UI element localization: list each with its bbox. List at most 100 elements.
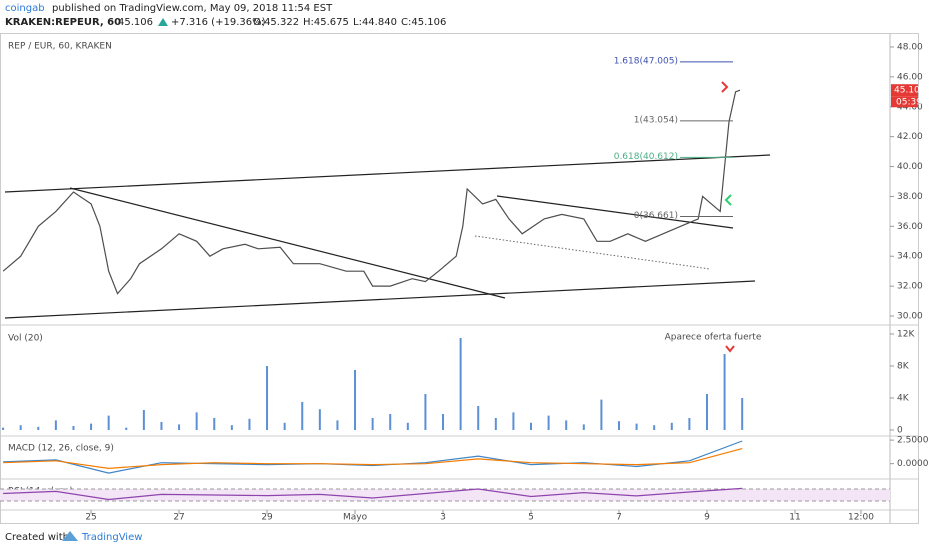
price-line — [3, 440, 743, 474]
volume-bar — [90, 423, 93, 430]
price-line — [3, 487, 743, 501]
logo — [62, 531, 78, 541]
volume-bar — [371, 418, 374, 430]
y-tick-label: 30.00 — [897, 312, 923, 322]
volume-bar — [283, 422, 286, 430]
volume-bar — [512, 412, 515, 430]
volume-bar — [442, 414, 445, 430]
y-tick-label: 4K — [897, 394, 910, 404]
user[interactable]: coingab — [5, 3, 45, 14]
y-tick-label: 48.00 — [897, 42, 923, 52]
volume-bar — [424, 394, 427, 430]
fib-label: 1.618(47.005) — [614, 56, 678, 66]
annotation: Aparece oferta fuerte — [665, 333, 762, 343]
y-tick-label: 2.5000 — [897, 436, 929, 446]
volume-bar — [2, 427, 5, 430]
y-tick-label: 34.00 — [897, 252, 923, 262]
quote-close: C:45.106 — [401, 17, 446, 28]
volume-bar — [354, 370, 357, 430]
volume-bar — [494, 418, 497, 430]
volume-bar — [670, 422, 673, 430]
sell-mark — [721, 81, 729, 93]
price-line — [3, 448, 743, 470]
fib-label: 0.618(40.612) — [614, 152, 678, 162]
volume-bar — [213, 418, 216, 430]
y-tick-label: 0 — [897, 426, 903, 436]
pane-title: MACD (12, 26, close, 9) — [8, 444, 114, 454]
volume-bar — [600, 399, 603, 430]
trendline — [4, 280, 756, 319]
volume-bar — [582, 424, 585, 430]
volume-bar — [635, 423, 638, 430]
x-tick-label: 11 — [789, 513, 800, 523]
volume-bar — [565, 420, 568, 430]
y-tick-label: 44.00 — [897, 102, 923, 112]
y-tick-label: 46.00 — [897, 72, 923, 82]
countdown-box — [891, 96, 918, 108]
volume-bar — [318, 409, 321, 430]
trendlines — [4, 154, 771, 319]
published: published on TradingView.com, May 09, 20… — [52, 3, 333, 14]
volume-bar — [653, 425, 656, 430]
volume-bar — [72, 426, 75, 430]
x-tick-label: 9 — [704, 513, 710, 523]
quote-price: 45.106 — [118, 17, 153, 28]
volume-bar — [389, 414, 392, 430]
volume-bar — [54, 420, 57, 430]
x-tick-label: 29 — [261, 513, 273, 523]
pane-title: REP / EUR, 60, KRAKEN — [8, 42, 112, 52]
y-tick-label: 0.0000 — [897, 459, 929, 469]
footer-brand[interactable]: TradingView — [81, 532, 142, 543]
x-tick-label: 12:00 — [848, 513, 874, 523]
volume-bar — [125, 427, 128, 430]
volume-bar — [19, 425, 22, 430]
volume-bar — [107, 415, 110, 430]
volume-bar — [547, 415, 550, 430]
frame — [0, 33, 919, 524]
volume-bar — [195, 412, 198, 430]
x-tick-label: Mayo — [343, 513, 368, 523]
quote-high: H:45.675 — [303, 17, 349, 28]
volume-bar — [617, 421, 620, 430]
x-tick-label: 3 — [440, 513, 446, 523]
fib-label: 1(43.054) — [634, 115, 678, 125]
trendline — [4, 154, 771, 193]
footer-created: Created with — [5, 532, 69, 543]
x-tick-label: 5 — [528, 513, 534, 523]
volume-bar — [723, 354, 726, 430]
y-tick-label: 42.00 — [897, 132, 923, 142]
volume-bar — [301, 402, 304, 430]
price-line — [2, 89, 741, 295]
volume-bar — [741, 398, 744, 430]
volume-bar — [248, 418, 251, 430]
volume-bar — [37, 426, 40, 430]
volume-bar — [142, 410, 145, 430]
trendline — [496, 195, 734, 229]
volume-bar — [336, 420, 339, 430]
y-tick-label: 40.00 — [897, 162, 923, 172]
pane-title: Vol (20) — [8, 334, 43, 344]
volume-bar — [406, 422, 409, 430]
trendline — [474, 235, 711, 270]
buy-mark — [724, 194, 732, 206]
y-tick-label: 36.00 — [897, 222, 923, 232]
volume-bar — [705, 394, 708, 430]
volume-bar — [530, 422, 533, 430]
annotation-arrow — [725, 345, 735, 353]
x-tick-label: 25 — [85, 513, 96, 523]
y-tick-label: 32.00 — [897, 282, 923, 292]
quote-open: O:45.322 — [253, 17, 299, 28]
last-price-box — [891, 84, 918, 97]
last-price: 45.106 — [894, 86, 926, 96]
volume-bar — [178, 424, 181, 430]
countdown: 05:39 — [896, 98, 922, 108]
volume-bar — [230, 425, 233, 430]
trendline — [69, 187, 506, 299]
volume-bar — [688, 418, 691, 430]
up-icon — [158, 18, 168, 26]
quote-change: +7.316 (+19.36%) — [171, 17, 266, 28]
rsi-band — [0, 489, 890, 501]
y-tick-label: 12K — [897, 330, 915, 340]
volume-bar — [160, 422, 163, 430]
